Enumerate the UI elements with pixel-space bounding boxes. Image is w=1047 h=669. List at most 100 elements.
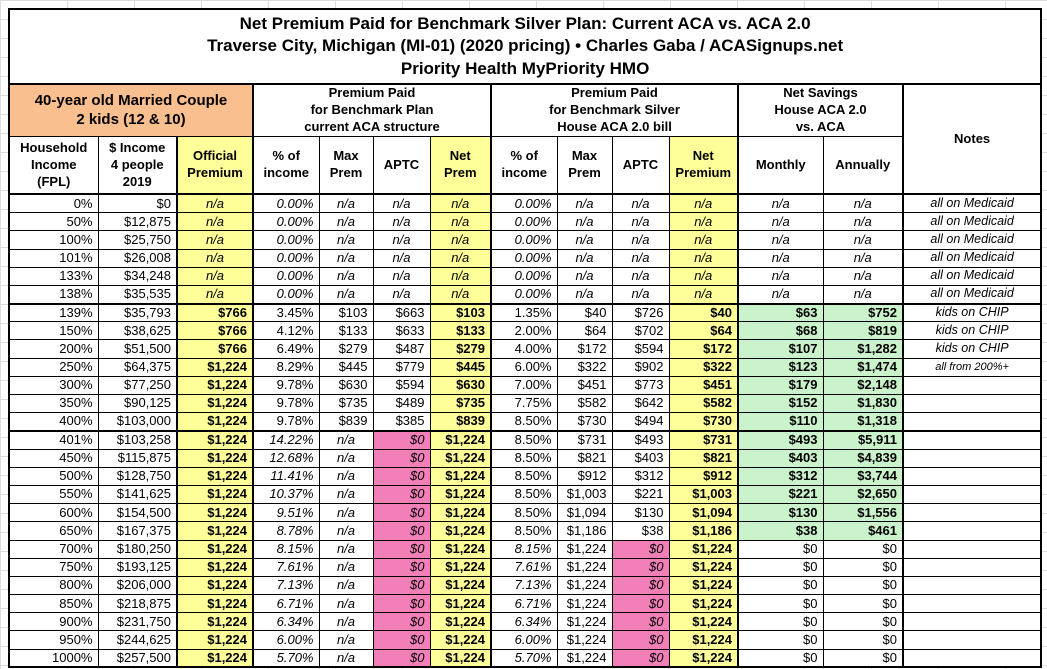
- cell-aca2-net-premium[interactable]: $730: [668, 412, 739, 432]
- cell-aca-max-prem[interactable]: n/a: [318, 612, 374, 632]
- cell-aca-net-prem[interactable]: $1,224: [429, 448, 492, 468]
- cell-official-premium[interactable]: $1,224: [176, 612, 254, 632]
- cell-official-premium[interactable]: n/a: [176, 212, 254, 232]
- cell-savings-monthly[interactable]: $0: [737, 575, 824, 596]
- cell-notes[interactable]: [901, 429, 1042, 450]
- cell-aca-pct-income[interactable]: 7.61%: [252, 557, 320, 577]
- cell-aca-pct-income[interactable]: 8.29%: [252, 357, 320, 377]
- cell-aca2-max-prem[interactable]: $731: [556, 429, 613, 450]
- cell-aca-pct-income[interactable]: 6.71%: [252, 594, 320, 614]
- cell-aca-net-prem[interactable]: $1,224: [429, 466, 492, 486]
- cell-savings-annually[interactable]: $0: [822, 648, 904, 668]
- cell-notes[interactable]: [901, 521, 1042, 541]
- cell-aca-net-prem[interactable]: n/a: [429, 266, 492, 286]
- cell-aca2-net-premium[interactable]: $64: [668, 321, 739, 341]
- cell-aca2-aptc[interactable]: $130: [611, 503, 670, 523]
- cell-income[interactable]: $51,500: [97, 339, 178, 359]
- cell-aca2-max-prem[interactable]: n/a: [556, 248, 613, 268]
- cell-income[interactable]: $257,500: [97, 648, 178, 668]
- cell-official-premium[interactable]: $766: [176, 302, 254, 323]
- cell-income[interactable]: $244,625: [97, 630, 178, 650]
- cell-aca2-net-premium[interactable]: $322: [668, 357, 739, 377]
- cell-aca2-net-premium[interactable]: $1,224: [668, 648, 739, 668]
- cell-aca-pct-income[interactable]: 0.00%: [252, 193, 320, 214]
- cell-savings-annually[interactable]: $1,282: [822, 339, 904, 359]
- cell-notes[interactable]: [901, 375, 1042, 396]
- cell-savings-annually[interactable]: $0: [822, 594, 904, 614]
- cell-aca-max-prem[interactable]: n/a: [318, 284, 374, 305]
- cell-aca2-max-prem[interactable]: $821: [556, 448, 613, 468]
- cell-aca-aptc[interactable]: $0: [372, 612, 431, 632]
- cell-official-premium[interactable]: $766: [176, 339, 254, 359]
- cell-savings-monthly[interactable]: $179: [737, 375, 824, 396]
- cell-aca-pct-income[interactable]: 6.49%: [252, 339, 320, 359]
- cell-aca2-net-premium[interactable]: n/a: [668, 212, 739, 232]
- cell-savings-annually[interactable]: $0: [822, 575, 904, 596]
- cell-income[interactable]: $64,375: [97, 357, 178, 377]
- cell-notes[interactable]: all on Medicaid: [901, 193, 1042, 214]
- cell-aca-net-prem[interactable]: $103: [429, 302, 492, 323]
- cell-aca2-max-prem[interactable]: n/a: [556, 193, 613, 214]
- cell-fpl[interactable]: 350%: [8, 394, 99, 414]
- cell-official-premium[interactable]: $1,224: [176, 375, 254, 396]
- cell-aca-max-prem[interactable]: n/a: [318, 429, 374, 450]
- cell-aca-pct-income[interactable]: 8.15%: [252, 539, 320, 559]
- cell-notes[interactable]: [901, 539, 1042, 559]
- cell-aca2-aptc[interactable]: $702: [611, 321, 670, 341]
- cell-fpl[interactable]: 800%: [8, 575, 99, 596]
- cell-savings-monthly[interactable]: $221: [737, 484, 824, 505]
- cell-notes[interactable]: all on Medicaid: [901, 284, 1042, 305]
- cell-aca2-net-premium[interactable]: $1,003: [668, 484, 739, 505]
- cell-aca-net-prem[interactable]: $1,224: [429, 575, 492, 596]
- cell-income[interactable]: $141,625: [97, 484, 178, 505]
- cell-notes[interactable]: all on Medicaid: [901, 248, 1042, 268]
- cell-aca2-aptc[interactable]: $594: [611, 339, 670, 359]
- cell-official-premium[interactable]: n/a: [176, 284, 254, 305]
- cell-aca2-net-premium[interactable]: $821: [668, 448, 739, 468]
- cell-savings-monthly[interactable]: n/a: [737, 248, 824, 268]
- cell-notes[interactable]: [901, 630, 1042, 650]
- colheader-aca2-max-prem[interactable]: Max Prem: [556, 135, 613, 195]
- cell-aca2-pct-income[interactable]: 4.00%: [490, 339, 558, 359]
- cell-fpl[interactable]: 700%: [8, 539, 99, 559]
- colheader-aca-aptc[interactable]: APTC: [372, 135, 431, 195]
- cell-aca2-net-premium[interactable]: $40: [668, 302, 739, 323]
- cell-aca-pct-income[interactable]: 3.45%: [252, 302, 320, 323]
- cell-aca2-pct-income[interactable]: 7.75%: [490, 394, 558, 414]
- cell-aca-max-prem[interactable]: n/a: [318, 539, 374, 559]
- cell-notes[interactable]: [901, 503, 1042, 523]
- cell-income[interactable]: $90,125: [97, 394, 178, 414]
- cell-aca-max-prem[interactable]: n/a: [318, 648, 374, 668]
- cell-aca2-aptc[interactable]: n/a: [611, 266, 670, 286]
- cell-aca-pct-income[interactable]: 0.00%: [252, 212, 320, 232]
- cell-aca2-pct-income[interactable]: 0.00%: [490, 248, 558, 268]
- cell-aca2-net-premium[interactable]: $1,224: [668, 575, 739, 596]
- group-header-aca-2-0[interactable]: Premium Paid for Benchmark Silver House …: [490, 83, 739, 137]
- cell-aca2-max-prem[interactable]: $1,224: [556, 557, 613, 577]
- cell-aca2-max-prem[interactable]: n/a: [556, 212, 613, 232]
- cell-aca2-max-prem[interactable]: n/a: [556, 230, 613, 250]
- cell-aca-pct-income[interactable]: 4.12%: [252, 321, 320, 341]
- cell-aca-net-prem[interactable]: $1,224: [429, 557, 492, 577]
- cell-aca2-max-prem[interactable]: $1,224: [556, 575, 613, 596]
- cell-notes[interactable]: [901, 594, 1042, 614]
- colheader-household-income-fpl[interactable]: Household Income (FPL): [8, 135, 99, 195]
- cell-aca-aptc[interactable]: $0: [372, 484, 431, 505]
- cell-aca-aptc[interactable]: n/a: [372, 193, 431, 214]
- cell-income[interactable]: $0: [97, 193, 178, 214]
- cell-aca-max-prem[interactable]: n/a: [318, 266, 374, 286]
- cell-notes[interactable]: all on Medicaid: [901, 266, 1042, 286]
- cell-income[interactable]: $34,248: [97, 266, 178, 286]
- cell-aca-aptc[interactable]: $663: [372, 302, 431, 323]
- cell-savings-annually[interactable]: $2,650: [822, 484, 904, 505]
- cell-aca2-net-premium[interactable]: $1,224: [668, 557, 739, 577]
- cell-notes[interactable]: [901, 466, 1042, 486]
- cell-aca2-pct-income[interactable]: 7.61%: [490, 557, 558, 577]
- cell-aca-max-prem[interactable]: n/a: [318, 630, 374, 650]
- cell-savings-monthly[interactable]: n/a: [737, 230, 824, 250]
- cell-aca-net-prem[interactable]: n/a: [429, 212, 492, 232]
- cell-aca-pct-income[interactable]: 12.68%: [252, 448, 320, 468]
- cell-aca2-net-premium[interactable]: $451: [668, 375, 739, 396]
- cell-aca2-pct-income[interactable]: 2.00%: [490, 321, 558, 341]
- cell-aca2-net-premium[interactable]: $1,094: [668, 503, 739, 523]
